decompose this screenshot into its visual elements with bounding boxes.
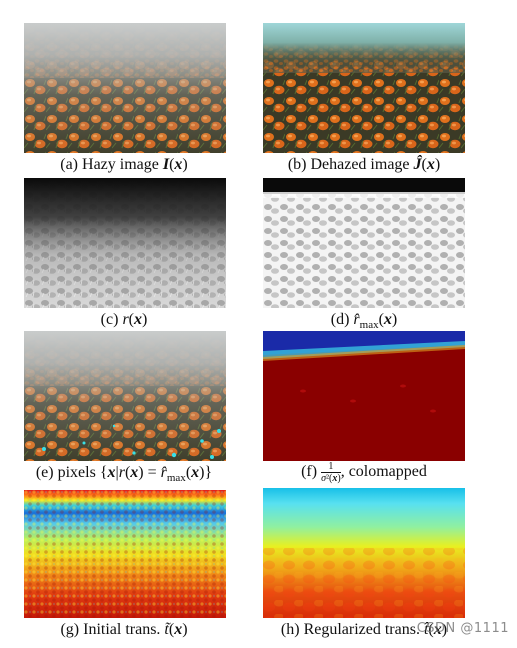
caption-h: (h) Regularized trans. t̂(x): [280, 621, 448, 638]
hazy-pixels-image: [24, 331, 226, 461]
max-radius-map-image: [263, 178, 465, 308]
caption-a: (a) Hazy image I(x): [60, 156, 188, 173]
caption-d: (d) r̂max(x): [330, 311, 398, 332]
regularized-transmission-image: [263, 488, 465, 618]
caption-g: (g) Initial trans. t̃(x): [60, 621, 188, 638]
caption-f: (f) 1 σ²(x), colomapped: [301, 461, 427, 484]
hazy-image: [24, 23, 226, 153]
initial-transmission-image: [24, 490, 226, 618]
caption-e: (e) pixels {x|r(x) = r̂max(x)}: [35, 464, 213, 485]
caption-b: (b) Dehazed image Ĵ(x): [287, 156, 441, 173]
caption-c: (c) r(x): [100, 311, 148, 328]
radius-map-image: [24, 178, 226, 308]
dehazed-image: [263, 23, 465, 153]
watermark-text: CSDN @1111: [416, 621, 509, 636]
variance-colormap-image: [263, 331, 465, 461]
